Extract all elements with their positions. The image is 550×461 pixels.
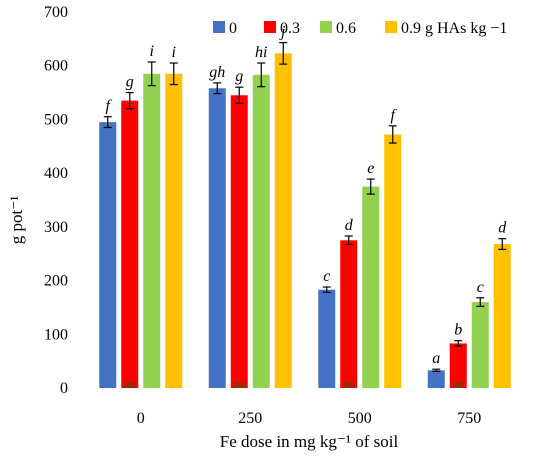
bar xyxy=(449,343,467,388)
legend-label: 0 xyxy=(229,20,237,37)
x-tick-label: 0 xyxy=(137,410,145,427)
bar-base-mark xyxy=(452,382,464,388)
legend-label: 0.6 xyxy=(336,20,356,37)
bar xyxy=(318,289,336,388)
significance-letter: i xyxy=(150,43,154,60)
bar xyxy=(165,73,183,389)
bar-base-mark xyxy=(124,382,136,388)
y-tick-label: 100 xyxy=(44,326,68,343)
x-axis-ticks: 0 250 500 750 xyxy=(137,410,482,427)
significance-letter: f xyxy=(106,98,113,115)
legend-swatch xyxy=(264,21,276,33)
y-tick-label: 700 xyxy=(44,4,68,21)
significance-letter: d xyxy=(498,220,507,237)
significance-letter: d xyxy=(345,217,354,234)
x-tick-label: 750 xyxy=(457,410,481,427)
legend-swatch xyxy=(320,21,332,33)
bar xyxy=(143,73,161,389)
x-tick-label: 500 xyxy=(348,410,372,427)
legend: 0 0.3 0.6 0.9 g HAs kg −1 xyxy=(213,20,507,37)
significance-letter: gh xyxy=(209,64,225,81)
bar xyxy=(208,88,226,388)
significance-letter: f xyxy=(391,107,398,124)
bar xyxy=(362,186,380,388)
bar xyxy=(230,95,248,388)
significance-letter: a xyxy=(432,350,440,367)
significance-letter: g xyxy=(126,74,134,91)
y-tick-label: 500 xyxy=(44,111,68,128)
legend-swatch xyxy=(385,21,397,33)
bar xyxy=(384,134,402,388)
x-tick-label: 250 xyxy=(238,410,262,427)
bar xyxy=(427,370,445,388)
significance-letter: g xyxy=(235,68,243,85)
significance-letter: c xyxy=(477,279,484,296)
legend-swatch xyxy=(213,21,225,33)
y-axis-title: g pot⁻¹ xyxy=(7,196,26,245)
significance-letter: j xyxy=(279,24,286,41)
significance-letter: e xyxy=(367,160,374,177)
bar xyxy=(471,302,489,388)
bar-base-mark xyxy=(233,382,245,388)
significance-letter: hi xyxy=(255,44,267,61)
y-axis-ticks: 0 100 200 300 400 500 600 700 xyxy=(44,4,68,397)
significance-letter: i xyxy=(172,44,176,61)
y-tick-label: 200 xyxy=(44,273,68,290)
significance-letter: b xyxy=(454,322,462,339)
bar xyxy=(252,74,270,389)
legend-label: 0.9 g HAs kg −1 xyxy=(401,20,507,37)
significance-letter: c xyxy=(323,268,330,285)
y-tick-label: 600 xyxy=(44,58,68,75)
bar xyxy=(340,240,358,388)
bar xyxy=(493,244,511,388)
bar xyxy=(99,122,117,388)
y-tick-label: 0 xyxy=(60,380,68,397)
y-tick-label: 300 xyxy=(44,219,68,236)
bar xyxy=(274,53,292,389)
bar xyxy=(121,100,139,388)
y-tick-label: 400 xyxy=(44,165,68,182)
bar-base-mark xyxy=(343,382,355,388)
legend-label: 0.3 xyxy=(280,20,300,37)
x-axis-title: Fe dose in mg kg⁻¹ of soil xyxy=(220,432,399,451)
